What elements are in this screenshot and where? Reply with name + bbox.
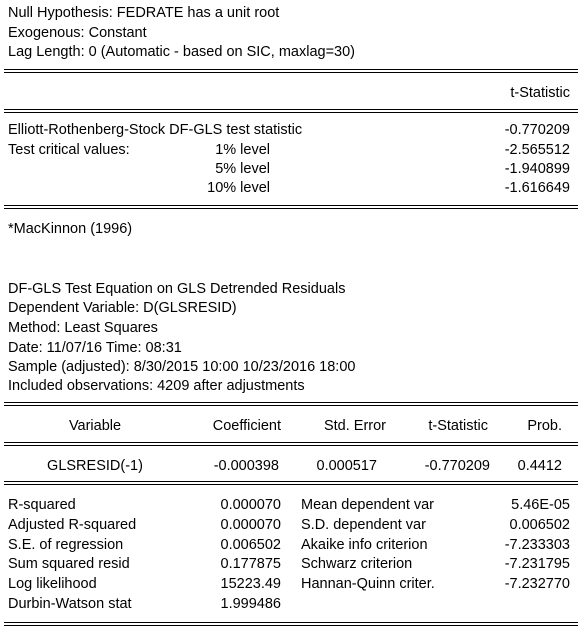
table-cell-coefficient: -0.000398 [213, 458, 279, 474]
table-cell-prob: 0.4412 [517, 458, 562, 474]
lag-length: Lag Length: 0 (Automatic - based on SIC,… [8, 44, 355, 60]
column-header-std-error: Std. Error [323, 418, 386, 434]
level-value: -1.616649 [504, 180, 570, 196]
level-label: 5% level [215, 161, 270, 177]
level-value: -2.565512 [504, 142, 570, 158]
divider [4, 72, 578, 73]
stat-label: Sum squared resid [8, 556, 130, 572]
stat-label: Adjusted R-squared [8, 517, 137, 533]
exogenous: Exogenous: Constant [8, 25, 147, 41]
divider [4, 481, 578, 482]
stat-value: 0.000070 [220, 497, 281, 513]
divider [4, 208, 578, 209]
sample: Sample (adjusted): 8/30/2015 10:00 10/23… [8, 359, 356, 375]
divider [4, 112, 578, 113]
divider [4, 402, 578, 403]
level-label: 10% level [207, 180, 270, 196]
null-hypothesis: Null Hypothesis: FEDRATE has a unit root [8, 5, 280, 21]
stat-value: -7.233303 [504, 537, 570, 553]
stat-label: R-squared [8, 497, 76, 513]
divider [4, 625, 578, 626]
t-statistic-header: t-Statistic [510, 85, 570, 101]
table-cell-std-error: 0.000517 [316, 458, 377, 474]
divider [4, 205, 578, 206]
stat-label: Log likelihood [8, 576, 97, 592]
column-header-variable: Variable [68, 418, 122, 434]
stat-value: 1.999486 [220, 596, 281, 612]
divider [4, 69, 578, 70]
observations: Included observations: 4209 after adjust… [8, 378, 305, 394]
stat-label: Schwarz criterion [301, 556, 413, 572]
divider [4, 484, 578, 485]
method: Method: Least Squares [8, 320, 158, 336]
stat-label: Mean dependent var [301, 497, 435, 513]
test-statistic-label: Elliott-Rothenberg-Stock DF-GLS test sta… [8, 122, 303, 138]
equation-title: DF-GLS Test Equation on GLS Detrended Re… [8, 281, 346, 297]
divider [4, 442, 578, 443]
divider [4, 109, 578, 110]
divider [4, 405, 578, 406]
critical-values-label: Test critical values: [8, 142, 130, 158]
level-label: 1% level [215, 142, 270, 158]
stat-label: Hannan-Quinn criter. [301, 576, 435, 592]
stat-value: -7.231795 [504, 556, 570, 572]
dependent-variable: Dependent Variable: D(GLSRESID) [8, 300, 237, 316]
divider [4, 622, 578, 623]
level-value: -1.940899 [504, 161, 570, 177]
stat-value: -7.232770 [504, 576, 570, 592]
stat-value: 5.46E-05 [511, 497, 570, 513]
stat-value: 0.006502 [220, 537, 281, 553]
column-header-prob: Prob. [527, 418, 562, 434]
stat-label: S.D. dependent var [301, 517, 426, 533]
column-header-coefficient: Coefficient [212, 418, 281, 434]
stat-value: 0.177875 [220, 556, 281, 572]
divider [4, 445, 578, 446]
stat-label: Akaike info criterion [301, 537, 428, 553]
footnote: *MacKinnon (1996) [8, 221, 133, 237]
test-statistic-value: -0.770209 [504, 122, 570, 138]
stat-value: 0.006502 [509, 517, 570, 533]
table-cell-t-statistic: -0.770209 [424, 458, 490, 474]
stat-value: 15223.49 [220, 576, 281, 592]
table-cell-variable: GLSRESID(-1) [47, 458, 143, 474]
column-header-t-statistic: t-Statistic [428, 418, 488, 434]
stat-label: Durbin-Watson stat [8, 596, 132, 612]
date-time: Date: 11/07/16 Time: 08:31 [8, 340, 182, 356]
stat-value: 0.000070 [220, 517, 281, 533]
stat-label: S.E. of regression [8, 537, 124, 553]
